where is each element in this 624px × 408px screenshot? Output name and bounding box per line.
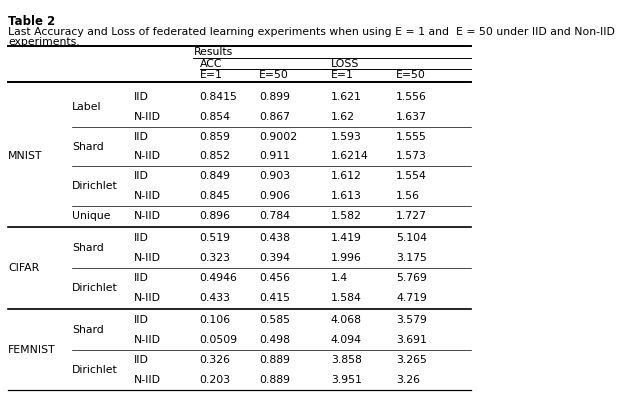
Text: IID: IID: [134, 233, 149, 244]
Text: 0.911: 0.911: [259, 151, 290, 162]
Text: Label: Label: [72, 102, 101, 112]
Text: 0.867: 0.867: [259, 112, 290, 122]
Text: 1.4: 1.4: [331, 273, 348, 283]
Text: 0.899: 0.899: [259, 92, 290, 102]
Text: 0.4946: 0.4946: [200, 273, 238, 283]
Text: 0.859: 0.859: [200, 131, 231, 142]
Text: Dirichlet: Dirichlet: [72, 283, 117, 293]
Text: 0.889: 0.889: [259, 375, 290, 385]
Text: 0.585: 0.585: [259, 315, 290, 325]
Text: 1.996: 1.996: [331, 253, 361, 263]
Text: E=1: E=1: [331, 71, 354, 80]
Text: 0.784: 0.784: [259, 211, 290, 221]
Text: 0.519: 0.519: [200, 233, 231, 244]
Text: 1.573: 1.573: [396, 151, 427, 162]
Text: 1.637: 1.637: [396, 112, 427, 122]
Text: 1.62: 1.62: [331, 112, 354, 122]
Text: 0.323: 0.323: [200, 253, 231, 263]
Text: 1.556: 1.556: [396, 92, 427, 102]
Text: 3.265: 3.265: [396, 355, 427, 365]
Text: 3.175: 3.175: [396, 253, 427, 263]
Text: 0.9002: 0.9002: [259, 131, 297, 142]
Text: Results: Results: [193, 47, 233, 57]
Text: IID: IID: [134, 315, 149, 325]
Text: 3.858: 3.858: [331, 355, 361, 365]
Text: E=50: E=50: [396, 71, 426, 80]
Text: IID: IID: [134, 355, 149, 365]
Text: 4.094: 4.094: [331, 335, 362, 345]
Text: MNIST: MNIST: [8, 151, 42, 162]
Text: 4.068: 4.068: [331, 315, 362, 325]
Text: 3.691: 3.691: [396, 335, 427, 345]
Text: 1.554: 1.554: [396, 171, 427, 181]
Text: 1.6214: 1.6214: [331, 151, 368, 162]
Text: N-IID: N-IID: [134, 191, 161, 201]
Text: 1.727: 1.727: [396, 211, 427, 221]
Text: 3.26: 3.26: [396, 375, 420, 385]
Text: IID: IID: [134, 92, 149, 102]
Text: N-IID: N-IID: [134, 293, 161, 303]
Text: 0.903: 0.903: [259, 171, 290, 181]
Text: 0.394: 0.394: [259, 253, 290, 263]
Text: 0.456: 0.456: [259, 273, 290, 283]
Text: Dirichlet: Dirichlet: [72, 181, 117, 191]
Text: ACC: ACC: [200, 59, 222, 69]
Text: 0.845: 0.845: [200, 191, 231, 201]
Text: 0.0509: 0.0509: [200, 335, 238, 345]
Text: Shard: Shard: [72, 142, 104, 151]
Text: IID: IID: [134, 273, 149, 283]
Text: 0.203: 0.203: [200, 375, 231, 385]
Text: 0.415: 0.415: [259, 293, 290, 303]
Text: 1.613: 1.613: [331, 191, 361, 201]
Text: 1.56: 1.56: [396, 191, 420, 201]
Text: FEMNIST: FEMNIST: [8, 345, 56, 355]
Text: Unique: Unique: [72, 211, 110, 221]
Text: 3.579: 3.579: [396, 315, 427, 325]
Text: N-IID: N-IID: [134, 375, 161, 385]
Text: 0.326: 0.326: [200, 355, 231, 365]
Text: 5.104: 5.104: [396, 233, 427, 244]
Text: 0.498: 0.498: [259, 335, 290, 345]
Text: 1.582: 1.582: [331, 211, 361, 221]
Text: N-IID: N-IID: [134, 151, 161, 162]
Text: N-IID: N-IID: [134, 335, 161, 345]
Text: 1.584: 1.584: [331, 293, 361, 303]
Text: Shard: Shard: [72, 243, 104, 253]
Text: 0.852: 0.852: [200, 151, 231, 162]
Text: 1.593: 1.593: [331, 131, 361, 142]
Text: Last Accuracy and Loss of federated learning experiments when using E = 1 and  E: Last Accuracy and Loss of federated lear…: [8, 27, 615, 37]
Text: 0.896: 0.896: [200, 211, 231, 221]
Text: N-IID: N-IID: [134, 211, 161, 221]
Text: E=1: E=1: [200, 71, 223, 80]
Text: CIFAR: CIFAR: [8, 263, 39, 273]
Text: 1.621: 1.621: [331, 92, 361, 102]
Text: 1.419: 1.419: [331, 233, 361, 244]
Text: N-IID: N-IID: [134, 253, 161, 263]
Text: 0.849: 0.849: [200, 171, 231, 181]
Text: N-IID: N-IID: [134, 112, 161, 122]
Text: 1.555: 1.555: [396, 131, 427, 142]
Text: 0.433: 0.433: [200, 293, 231, 303]
Text: IID: IID: [134, 131, 149, 142]
Text: 0.106: 0.106: [200, 315, 231, 325]
Text: 0.8415: 0.8415: [200, 92, 238, 102]
Text: E=50: E=50: [259, 71, 289, 80]
Text: 0.889: 0.889: [259, 355, 290, 365]
Text: experiments.: experiments.: [8, 37, 80, 47]
Text: Shard: Shard: [72, 325, 104, 335]
Text: Table 2: Table 2: [8, 15, 56, 28]
Text: 0.906: 0.906: [259, 191, 290, 201]
Text: Dirichlet: Dirichlet: [72, 365, 117, 375]
Text: 4.719: 4.719: [396, 293, 427, 303]
Text: 0.438: 0.438: [259, 233, 290, 244]
Text: 0.854: 0.854: [200, 112, 231, 122]
Text: 3.951: 3.951: [331, 375, 361, 385]
Text: LOSS: LOSS: [331, 59, 359, 69]
Text: IID: IID: [134, 171, 149, 181]
Text: 5.769: 5.769: [396, 273, 427, 283]
Text: 1.612: 1.612: [331, 171, 361, 181]
